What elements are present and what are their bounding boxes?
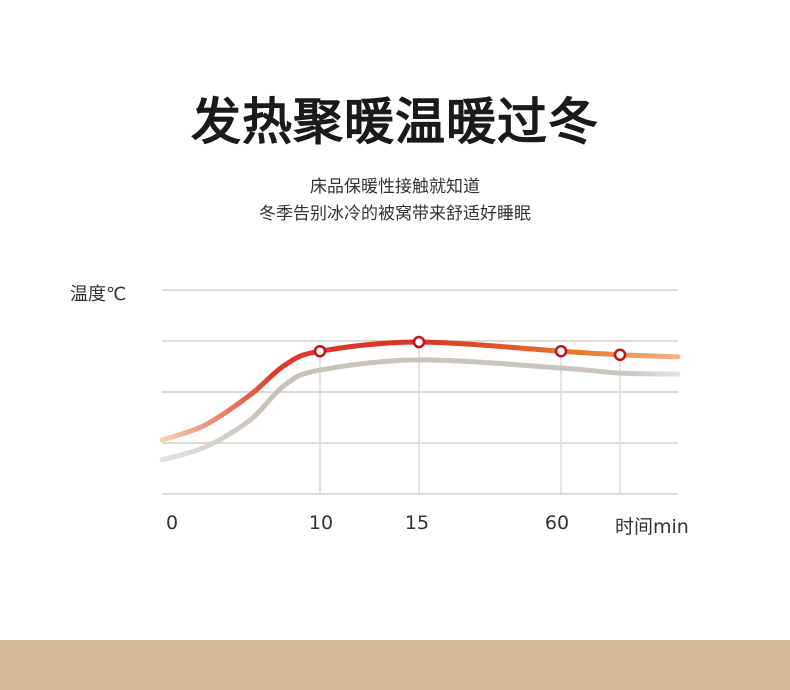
subtitle-line-1: 床品保暖性接触就知道 — [310, 177, 480, 197]
subtitle-line-2: 冬季告别冰冷的被窝带来舒适好睡眠 — [259, 204, 531, 224]
series-line-normal — [159, 357, 681, 463]
data-point-marker — [313, 344, 327, 358]
data-point-marker — [412, 335, 426, 349]
y-axis-label: 温度℃ — [70, 284, 127, 305]
x-tick-60: 60 — [544, 512, 570, 534]
x-tick-10: 10 — [308, 512, 334, 534]
data-point-marker — [554, 344, 568, 358]
x-tick-15: 15 — [404, 512, 430, 534]
page-title: 发热聚暖温暖过冬 — [191, 93, 599, 151]
series-line-heated — [159, 339, 681, 443]
footer-band — [0, 640, 790, 690]
x-axis-label: 时间min — [615, 516, 689, 538]
data-point-marker — [613, 348, 627, 362]
x-tick-0: 0 — [165, 512, 179, 534]
